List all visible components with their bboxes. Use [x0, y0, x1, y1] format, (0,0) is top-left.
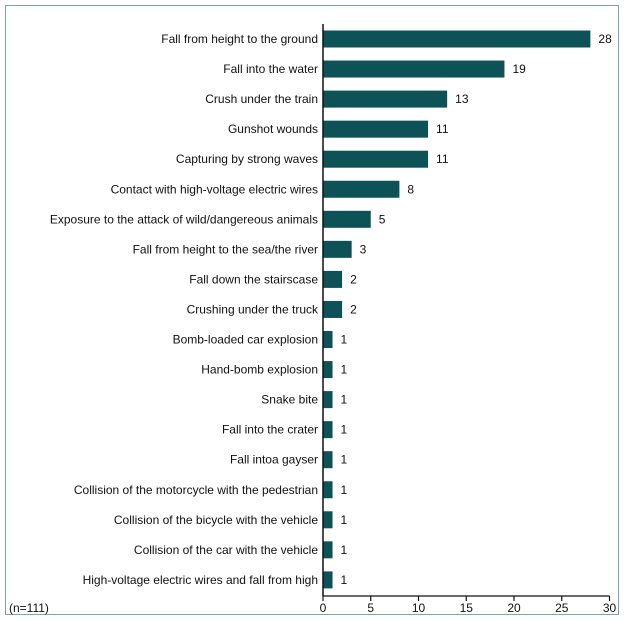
value-label: 5 — [379, 212, 386, 226]
x-tick-label: 15 — [460, 601, 474, 615]
bar — [323, 150, 429, 168]
x-tick-label: 10 — [412, 601, 426, 615]
value-label: 1 — [341, 423, 348, 437]
value-label: 1 — [341, 513, 348, 527]
category-label: Fall intoa gayser — [230, 453, 318, 467]
value-label: 1 — [341, 363, 348, 377]
category-label: Snake bite — [261, 393, 318, 407]
bar — [323, 511, 333, 529]
category-label: Capturing by strong waves — [176, 152, 318, 166]
bar — [323, 240, 352, 258]
category-label: Fall from height to the sea/the river — [133, 242, 318, 256]
category-label: Hand-bomb explosion — [201, 363, 318, 377]
x-tick-label: 0 — [320, 601, 327, 615]
value-label: 28 — [598, 32, 612, 46]
x-tick-label: 25 — [555, 601, 569, 615]
category-label: Collision of the bicycle with the vehicl… — [114, 513, 318, 527]
x-tick-label: 20 — [507, 601, 521, 615]
value-label: 1 — [341, 333, 348, 347]
value-label: 2 — [350, 272, 357, 286]
category-label: Fall into the water — [223, 62, 318, 76]
bar — [323, 421, 333, 439]
bar — [323, 331, 333, 348]
value-label: 19 — [512, 62, 526, 76]
x-tick-label: 5 — [367, 601, 374, 615]
category-label: Gunshot wounds — [228, 122, 318, 136]
bar — [323, 180, 400, 198]
bar — [323, 210, 371, 228]
category-label: Collision of the car with the vehicle — [134, 543, 318, 557]
x-tick-label: 30 — [603, 601, 617, 615]
bar — [323, 120, 429, 138]
value-label: 1 — [341, 393, 348, 407]
category-label: Fall from height to the ground — [161, 32, 318, 46]
value-label: 1 — [341, 483, 348, 497]
bar — [323, 90, 448, 108]
category-label: Exposure to the attack of wild/dangereou… — [50, 212, 318, 226]
bar-chart: Fall from height to the ground Fall into … — [9, 24, 617, 615]
bar — [323, 541, 333, 559]
category-label: Crushing under the truck — [187, 302, 319, 316]
value-label: 1 — [341, 453, 348, 467]
category-label: Fall down the stairscase — [189, 272, 318, 286]
category-label: Fall into the crater — [222, 423, 318, 437]
value-label: 1 — [341, 573, 348, 587]
value-label: 11 — [436, 152, 449, 166]
chart-frame: Fall from height to the ground Fall into … — [5, 5, 619, 615]
bar — [323, 30, 591, 48]
category-label: High-voltage electric wires and fall fro… — [83, 573, 318, 587]
category-labels: Fall from height to the ground Fall into … — [50, 32, 319, 587]
category-label: Crush under the train — [205, 92, 318, 106]
bar — [323, 60, 505, 78]
category-label: Collision of the motorcycle with the ped… — [74, 483, 318, 497]
value-label: 13 — [455, 92, 469, 106]
x-axis-ticks: 0 5 10 15 20 25 30 — [320, 596, 617, 615]
bars-layer — [323, 30, 591, 589]
value-label: 3 — [360, 242, 367, 256]
bar — [323, 300, 343, 318]
sample-size-note: (n=111) — [9, 601, 49, 615]
bar — [323, 481, 333, 499]
value-label: 2 — [350, 302, 357, 316]
bar — [323, 270, 343, 288]
category-label: Bomb-loaded car explosion — [173, 333, 318, 347]
value-label: 11 — [436, 122, 449, 136]
category-label: Contact with high-voltage electric wires — [111, 182, 318, 196]
bar — [323, 451, 333, 469]
bar — [323, 361, 333, 379]
bar — [323, 571, 333, 589]
bar — [323, 391, 333, 409]
value-label: 8 — [407, 182, 414, 196]
value-label: 1 — [341, 543, 348, 557]
